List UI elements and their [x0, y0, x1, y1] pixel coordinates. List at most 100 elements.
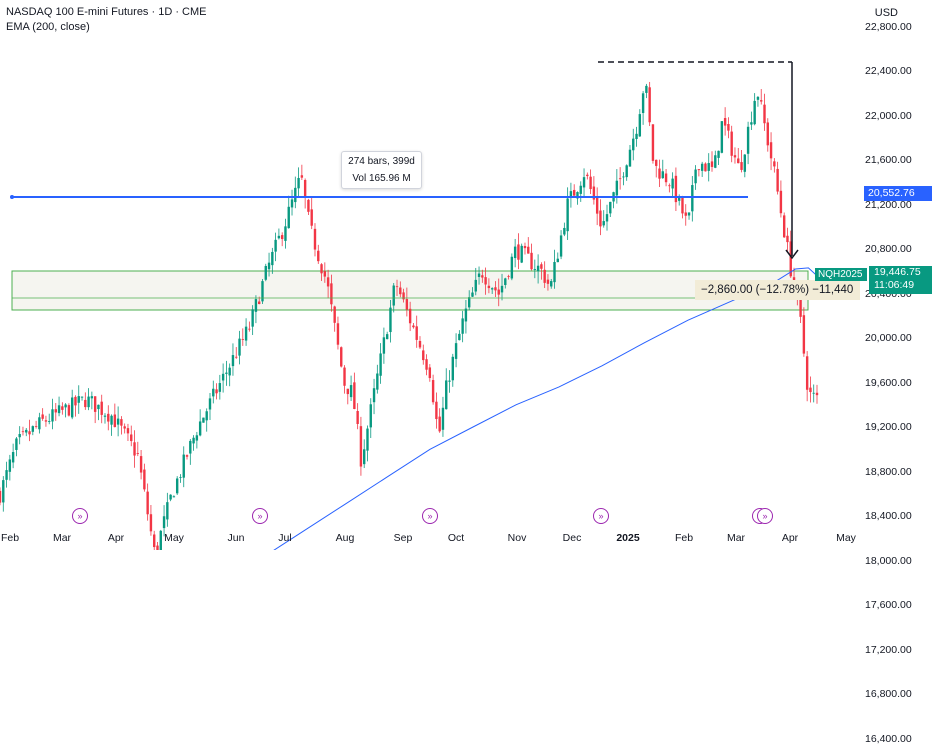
- candle-body: [267, 262, 271, 270]
- candle-body: [592, 186, 596, 200]
- candle-body: [677, 196, 681, 201]
- ema-value-tag: 20,552.76: [864, 186, 932, 201]
- candle-body: [474, 279, 477, 292]
- candle-body: [684, 212, 687, 216]
- candle-body: [277, 235, 281, 239]
- candle-body: [51, 409, 54, 422]
- candle-body: [760, 100, 763, 102]
- candle-body: [530, 252, 533, 270]
- candle-body: [556, 258, 559, 263]
- candle-body: [0, 490, 2, 503]
- last-price-tag: 19,446.75 11:06:49: [869, 266, 932, 294]
- time-tick-label: May: [164, 532, 184, 544]
- event-marker-icon[interactable]: »: [72, 508, 88, 524]
- candle-body: [576, 192, 579, 199]
- candle-body: [723, 118, 727, 126]
- candle-body: [392, 285, 395, 306]
- candle-body: [153, 534, 156, 548]
- event-marker-icon[interactable]: »: [757, 508, 773, 524]
- level-line-handle[interactable]: [10, 195, 14, 199]
- time-tick-label: May: [836, 532, 856, 544]
- price-chart[interactable]: [0, 0, 932, 550]
- candle-body: [251, 309, 254, 327]
- candle-body: [389, 307, 392, 333]
- candle-body: [399, 287, 402, 295]
- candle-body: [461, 318, 464, 334]
- candle-body: [395, 286, 399, 288]
- candle-body: [107, 413, 110, 422]
- candle-body: [540, 264, 543, 269]
- candle-body: [714, 155, 717, 168]
- candle-body: [57, 405, 61, 414]
- candle-body: [694, 169, 697, 184]
- candle-body: [789, 241, 792, 277]
- candle-body: [572, 189, 576, 196]
- indicator-label[interactable]: EMA (200, close): [6, 21, 90, 33]
- candle-body: [215, 389, 218, 394]
- candle-body: [382, 337, 386, 354]
- time-tick-label: Mar: [52, 532, 72, 544]
- candle-body: [681, 197, 684, 214]
- candle-body: [369, 404, 372, 428]
- candle-body: [28, 431, 31, 435]
- candle-body: [349, 385, 353, 398]
- candle-body: [346, 388, 349, 395]
- price-tick-label: 16,400.00: [865, 732, 912, 745]
- candle-body: [632, 138, 635, 151]
- candle-body: [166, 502, 169, 520]
- candle-body: [618, 178, 622, 180]
- candle-body: [280, 235, 284, 240]
- candle-body: [497, 289, 500, 295]
- candle-body: [123, 426, 126, 429]
- candle-body: [481, 275, 484, 278]
- symbol-title[interactable]: NASDAQ 100 E-mini Futures · 1D · CME: [6, 6, 207, 18]
- candle-body: [244, 326, 248, 341]
- candle-body: [727, 124, 730, 131]
- event-marker-icon[interactable]: »: [422, 508, 438, 524]
- candle-body: [769, 142, 773, 159]
- time-tick-label: Jul: [278, 532, 292, 544]
- candle-body: [284, 226, 287, 241]
- candle-body: [172, 496, 176, 498]
- candle-body: [300, 175, 304, 178]
- candle-body: [313, 228, 317, 250]
- currency-label[interactable]: USD: [874, 7, 898, 19]
- candle-body: [812, 392, 815, 394]
- candle-body: [605, 214, 609, 222]
- candle-body: [93, 396, 97, 412]
- candle-body: [707, 163, 710, 171]
- candle-body: [179, 477, 182, 478]
- candle-body: [717, 150, 720, 158]
- event-marker-icon[interactable]: »: [252, 508, 268, 524]
- time-tick-label: Nov: [507, 532, 527, 544]
- time-tick-label: Oct: [447, 532, 465, 544]
- candle-body: [743, 154, 747, 172]
- candle-body: [625, 165, 628, 178]
- candle-body: [408, 308, 412, 324]
- time-tick-label: Dec: [562, 532, 582, 544]
- candle-body: [359, 426, 363, 467]
- candle-body: [156, 545, 159, 550]
- candle-body: [48, 421, 51, 423]
- time-tick-label: Apr: [781, 532, 799, 544]
- candle-body: [385, 334, 389, 340]
- candle-body: [550, 281, 553, 287]
- candle-body: [116, 418, 120, 425]
- event-marker-icon[interactable]: »: [593, 508, 609, 524]
- candle-body: [628, 149, 632, 167]
- candle-body: [287, 206, 290, 229]
- candle-body: [661, 171, 664, 179]
- candle-body: [15, 438, 18, 450]
- candle-body: [54, 409, 57, 413]
- price-tick-label: 22,800.00: [865, 20, 912, 33]
- candle-body: [655, 159, 658, 166]
- candle-body: [310, 209, 313, 226]
- candle-body: [454, 343, 458, 359]
- candle-body: [746, 126, 750, 154]
- candle-body: [143, 469, 146, 490]
- candle-body: [815, 392, 819, 396]
- price-tick-label: 19,600.00: [865, 376, 912, 389]
- candle-body: [110, 415, 113, 425]
- candle-body: [97, 404, 100, 410]
